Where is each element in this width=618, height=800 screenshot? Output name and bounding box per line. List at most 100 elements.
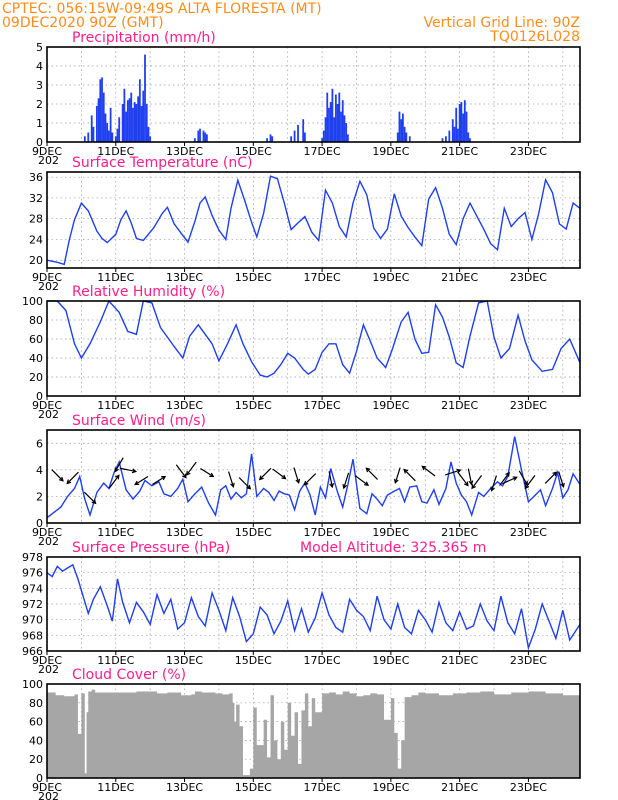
precip-bar: [340, 111, 342, 142]
temp-title: Surface Temperature (nC): [72, 155, 253, 171]
temp-ytick-label: 24: [29, 233, 43, 246]
precip-bar: [123, 88, 126, 142]
wind-arrow: [457, 472, 469, 487]
humidity-xtick-label: 19DEC: [372, 399, 409, 412]
pressure-ytick-label: 970: [22, 614, 43, 627]
temp-panel: Surface Temperature (nC) 20 24 28 32 36 9DEC 11…: [29, 155, 581, 293]
pressure-ytick-label: 976: [22, 567, 43, 580]
precip-bar: [333, 117, 336, 142]
panels-layer: Precipitation (mm/h) 0 1 2 3 4 5 9DEC 11DEC 13DEC…: [22, 30, 581, 800]
precip-ytick-label: 3: [36, 79, 43, 92]
pressure-frame: [46, 556, 581, 652]
wind-arrow: [134, 475, 149, 486]
precip-bar: [336, 104, 339, 142]
wind-arrow: [227, 471, 235, 488]
wind-xtick-label: 21DEC: [441, 526, 478, 539]
precip-bar: [444, 136, 447, 142]
temp-ytick-label: 36: [29, 171, 43, 184]
precip-xtick-label: 17DEC: [304, 145, 341, 158]
cloud-xtick-label: 23DEC: [510, 781, 547, 794]
pressure-note: Model Altitude: 325.365 m: [300, 540, 486, 556]
humidity-ytick-label: 100: [22, 295, 43, 308]
grid-note: Vertical Grid Line: 90Z: [424, 15, 580, 31]
wind-arrow: [66, 471, 79, 485]
wind-arrow: [544, 471, 558, 484]
pressure-year-fragment: 202: [38, 663, 59, 676]
pressure-xtick-label: 15DEC: [235, 654, 272, 667]
wind-panel: Surface Wind (m/s) 0 2 4 6 9DEC 11DEC 13DEC 15DE…: [32, 413, 581, 548]
temp-xtick-label: 9DEC: [32, 271, 62, 284]
precip-bar: [324, 117, 327, 142]
precip-bar: [197, 130, 200, 142]
pressure-xtick-label: 13DEC: [166, 654, 203, 667]
humidity-frame: [46, 300, 581, 397]
wind-xtick-label: 13DEC: [166, 526, 203, 539]
precip-bar: [111, 132, 114, 142]
pressure-panel: Surface Pressure (hPa) Model Altitude: 32…: [22, 540, 581, 676]
precip-bar: [322, 130, 325, 142]
precip-bar: [463, 100, 466, 142]
wind-arrow: [152, 475, 167, 485]
wind-arrow: [175, 464, 187, 479]
pressure-title: Surface Pressure (hPa): [72, 540, 230, 556]
precip-bar: [106, 123, 109, 142]
precip-ytick-label: 4: [36, 60, 43, 73]
wind-frame: [46, 429, 581, 524]
precip-bar: [83, 136, 86, 142]
precip-bar: [455, 107, 458, 142]
pressure-xtick-label: 17DEC: [304, 654, 341, 667]
precip-bar: [204, 132, 207, 142]
precip-bar: [149, 136, 152, 142]
pressure-ytick-label: 972: [22, 598, 43, 611]
temp-ytick-label: 20: [29, 254, 43, 267]
wind-arrow: [108, 474, 120, 489]
precip-xtick-label: 23DEC: [510, 145, 547, 158]
precip-bar: [138, 79, 141, 142]
humidity-xtick-label: 13DEC: [166, 399, 203, 412]
wind-arrow: [467, 468, 474, 486]
precip-bar: [128, 98, 131, 142]
wind-arrow: [272, 468, 287, 480]
precip-ytick-label: 0: [36, 136, 43, 149]
humidity-xtick-label: 11DEC: [97, 399, 134, 412]
precip-bar: [104, 113, 107, 142]
humidity-xtick-label: 15DEC: [235, 399, 272, 412]
precip-bar: [132, 107, 134, 142]
precip-bar: [133, 102, 136, 142]
precip-bar: [331, 88, 334, 142]
cloud-ytick-label: 20: [29, 753, 43, 766]
precip-bar: [345, 123, 348, 142]
wind-arrow: [499, 471, 510, 486]
precip-bar: [326, 92, 329, 142]
wind-arrow: [342, 472, 350, 490]
wind-arrow: [403, 468, 416, 482]
precip-bar: [402, 113, 404, 142]
humidity-series-line: [47, 299, 581, 378]
wind-ytick-label: 6: [36, 437, 43, 450]
precip-bar: [329, 102, 332, 142]
wind-arrow: [558, 471, 565, 488]
precip-bar: [87, 132, 90, 142]
wind-arrow: [51, 469, 64, 482]
wind-ytick-label: 2: [36, 490, 43, 503]
precip-bar: [346, 134, 349, 142]
wind-arrow: [421, 465, 436, 477]
wind-arrow: [471, 475, 483, 490]
precip-bar: [334, 94, 337, 142]
precip-bar: [328, 107, 330, 142]
wind-xtick-label: 23DEC: [510, 526, 547, 539]
temp-ytick-label: 28: [29, 213, 43, 226]
precip-bar: [297, 124, 299, 142]
humidity-xtick-label: 21DEC: [441, 399, 478, 412]
precip-bar: [467, 132, 470, 142]
cloud-xtick-label: 17DEC: [304, 781, 341, 794]
precip-bar: [462, 113, 464, 142]
precip-bar: [469, 138, 471, 142]
precip-bar: [99, 79, 102, 142]
cloud-xtick-label: 21DEC: [441, 781, 478, 794]
temp-frame: [46, 171, 581, 269]
humidity-ytick-label: 80: [29, 314, 43, 327]
precip-bar: [202, 130, 205, 142]
precip-bar: [193, 138, 196, 142]
